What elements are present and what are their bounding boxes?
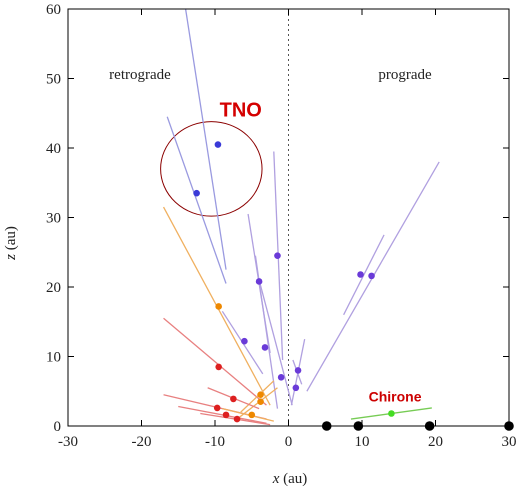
object-point-7 bbox=[294, 367, 302, 374]
object-point-6 bbox=[277, 374, 285, 381]
object-point-16 bbox=[213, 404, 221, 412]
y-tick-label-5: 50 bbox=[46, 72, 61, 88]
region-label-retrograde: retrograde bbox=[109, 67, 171, 83]
annotation-label-1: Chirone bbox=[369, 389, 422, 405]
x-tick-label-6: 30 bbox=[502, 434, 517, 450]
x-tick-label-5: 20 bbox=[428, 434, 443, 450]
orbit-segment-12 bbox=[163, 317, 267, 406]
object-point-15 bbox=[230, 395, 237, 403]
x-tick-label-3: 0 bbox=[285, 434, 293, 450]
object-point-17 bbox=[222, 411, 230, 419]
object-point-8 bbox=[292, 384, 300, 392]
object-point-5 bbox=[261, 344, 269, 351]
object-point-4 bbox=[241, 337, 248, 345]
object-point-13 bbox=[257, 391, 264, 399]
orbit-segment-17 bbox=[178, 405, 267, 424]
x-tick-label-2: -10 bbox=[205, 434, 225, 450]
orbit-segment-19 bbox=[222, 407, 274, 422]
y-tick-label-0: 0 bbox=[54, 419, 62, 435]
object-point-14 bbox=[257, 398, 264, 405]
object-point-0 bbox=[214, 141, 222, 148]
y-axis-title: z (au) bbox=[3, 226, 19, 261]
orbit-segment-13 bbox=[240, 380, 275, 413]
annotation-label-0: TNO bbox=[220, 100, 262, 122]
orbit-segment-14 bbox=[236, 387, 278, 420]
orbit-segment-9 bbox=[343, 234, 385, 316]
object-point-2 bbox=[274, 252, 281, 260]
x-tick-label-1: -20 bbox=[132, 434, 152, 450]
object-point-10 bbox=[368, 272, 375, 280]
x-tick-label-4: 10 bbox=[355, 434, 370, 450]
object-point-20 bbox=[388, 410, 395, 417]
y-tick-label-6: 60 bbox=[46, 2, 61, 18]
region-label-prograde: prograde bbox=[378, 67, 432, 83]
orbit-segment-1 bbox=[166, 116, 227, 284]
object-point-19 bbox=[248, 411, 256, 419]
orbit-segment-6 bbox=[258, 279, 293, 406]
y-tick-label-1: 10 bbox=[46, 350, 61, 366]
y-tick-label-3: 30 bbox=[46, 211, 61, 227]
object-point-11 bbox=[215, 303, 222, 310]
y-tick-label-4: 40 bbox=[46, 141, 61, 157]
object-point-12 bbox=[215, 363, 222, 371]
orbit-segment-0 bbox=[184, 8, 227, 270]
object-point-3 bbox=[255, 278, 263, 285]
tno-highlight-circle bbox=[160, 121, 263, 217]
x-tick-label-0: -30 bbox=[58, 434, 78, 450]
axis-layer: -30 -20 -10 0 10 20 30 0 10 20 30 40 50 60 bbox=[46, 2, 517, 450]
marks-layer: TNO Chirone bbox=[162, 8, 514, 431]
object-point-1 bbox=[193, 189, 200, 197]
object-point-18 bbox=[233, 415, 241, 423]
object-point-9 bbox=[357, 271, 364, 278]
y-tick-label-2: 20 bbox=[46, 280, 61, 296]
x-axis-title: x (au) bbox=[272, 471, 308, 487]
